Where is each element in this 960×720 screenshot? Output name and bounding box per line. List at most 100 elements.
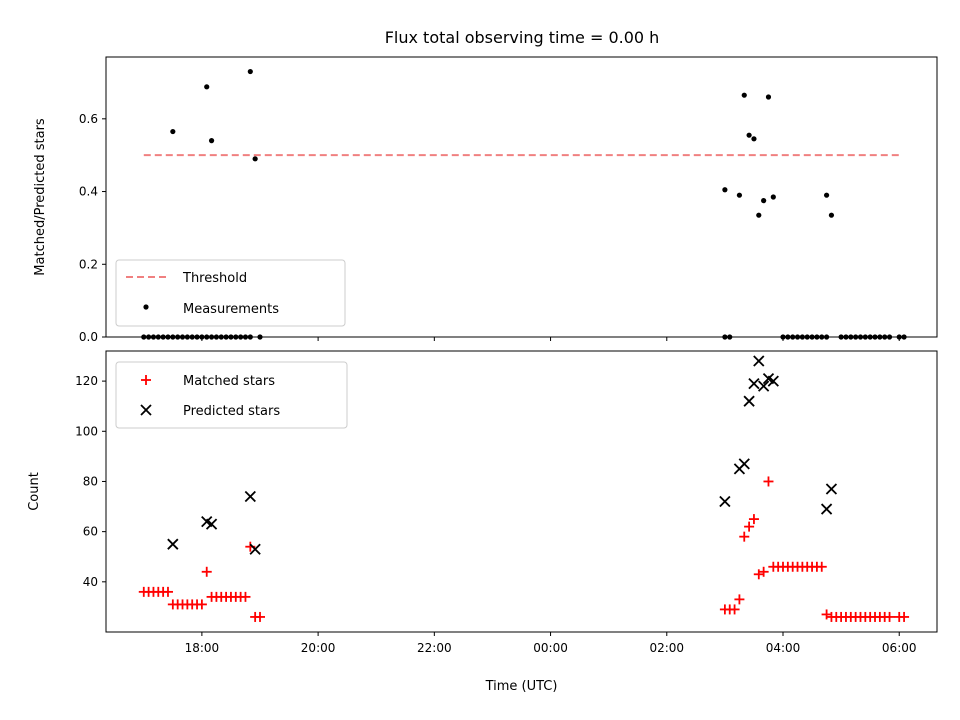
predicted-point (167, 538, 179, 550)
legend-box (115, 259, 346, 327)
measurement-point (175, 334, 181, 340)
y-tick-label: 120 (75, 374, 98, 388)
measurement-point (160, 334, 166, 340)
matched-point (744, 521, 755, 532)
measurement-point (736, 192, 743, 198)
measurement-point (213, 334, 220, 340)
legend-matched-label: Matched stars (183, 374, 275, 389)
predicted-point (825, 483, 838, 495)
predicted-point (820, 503, 833, 515)
y-tick-label: 100 (75, 424, 98, 438)
x-tick-label: 06:00 (882, 641, 917, 655)
measurement-point (780, 334, 786, 340)
measurement-point (823, 192, 830, 198)
legend-threshold-label: Threshold (182, 271, 247, 286)
measurement-point (756, 212, 762, 218)
matched-point (196, 599, 207, 610)
y-axis-label: Count (27, 472, 42, 511)
x-tick-label: 18:00 (185, 641, 220, 655)
measurement-point (141, 334, 147, 340)
legend-predicted-label: Predicted stars (183, 404, 280, 419)
measurement-point (751, 136, 757, 142)
measurement-point (838, 334, 844, 340)
measurement-point (247, 334, 253, 340)
measurement-point (814, 334, 820, 340)
measurement-point (247, 68, 253, 75)
matched-point (254, 611, 265, 622)
matched-point (816, 561, 827, 572)
matched-point (748, 514, 759, 525)
measurement-point (741, 92, 747, 98)
predicted-point (205, 518, 218, 530)
legend-box (115, 361, 348, 429)
measurement-point (228, 334, 234, 340)
matched-point (884, 611, 895, 622)
measurement-point (722, 187, 728, 193)
y-tick-label: 60 (83, 525, 98, 539)
y-axis-label: Matched/Predicted stars (33, 118, 48, 276)
matched-point (899, 611, 910, 622)
measurement-point (896, 334, 902, 340)
measurement-point (170, 128, 176, 135)
measurement-point (208, 334, 215, 340)
legend-matched-swatch (141, 375, 151, 385)
legend-predicted-swatch (140, 404, 152, 416)
measurement-point (823, 334, 830, 340)
measurement-point (722, 334, 728, 340)
measurement-point (746, 132, 752, 138)
matched-point (763, 476, 774, 487)
measurement-point (804, 334, 810, 340)
measurement-point (857, 334, 864, 340)
measurement-point (170, 334, 176, 340)
y-tick-label: 0.2 (79, 257, 98, 271)
measurement-point (150, 334, 157, 340)
predicted-point (719, 495, 731, 508)
predicted-point (743, 395, 755, 407)
predicted-point (244, 490, 256, 503)
matched-point (729, 604, 740, 615)
matched-point (753, 569, 764, 580)
matched-point (821, 609, 832, 620)
x-axis-label: Time (UTC) (485, 679, 558, 694)
measurement-point (877, 334, 883, 340)
measurement-point (199, 334, 205, 340)
legend-top: Threshold Measurements (115, 259, 346, 327)
measurement-point (233, 334, 239, 340)
axes-frame (105, 350, 938, 633)
measurement-point (799, 334, 805, 340)
measurement-point (727, 334, 733, 340)
measurement-point (901, 334, 907, 340)
measurement-point (146, 334, 152, 340)
y-tick-label: 0.0 (79, 330, 98, 344)
measurement-point (179, 334, 186, 340)
matched-point (734, 594, 745, 605)
legend-bottom: Matched stars Predicted stars (115, 361, 348, 429)
measurement-point (862, 334, 868, 340)
matched-point (240, 591, 251, 602)
measurement-point (867, 334, 873, 340)
matched-point (758, 566, 769, 577)
top-panel: 0.0 0.2 0.4 0.6 Matched/Predicted stars Thres… (33, 56, 938, 344)
measurement-point (761, 198, 767, 204)
measurement-point (809, 334, 815, 340)
measurement-point (252, 156, 258, 162)
measurement-point (194, 334, 200, 340)
measurement-point (853, 334, 859, 340)
bottom-panel: 40 60 80 100 120 18:00 20:00 22:00 00:00 02:00 04:… (27, 350, 938, 694)
measurement-point (218, 334, 224, 340)
predicted-point (757, 380, 770, 392)
x-tick-label: 04:00 (766, 641, 801, 655)
axes-frame (105, 56, 938, 338)
chart-title: Flux total observing time = 0.00 h (385, 28, 660, 47)
y-tick-label: 0.6 (79, 112, 98, 126)
measurement-point (242, 334, 249, 340)
matched-point (739, 531, 750, 542)
measurement-point (765, 94, 772, 100)
y-tick-label: 0.4 (79, 185, 98, 199)
x-tick-label: 00:00 (533, 641, 568, 655)
x-tick-label: 22:00 (417, 641, 452, 655)
measurement-point (843, 334, 849, 340)
measurement-point (790, 334, 796, 340)
matched-point (162, 586, 173, 597)
